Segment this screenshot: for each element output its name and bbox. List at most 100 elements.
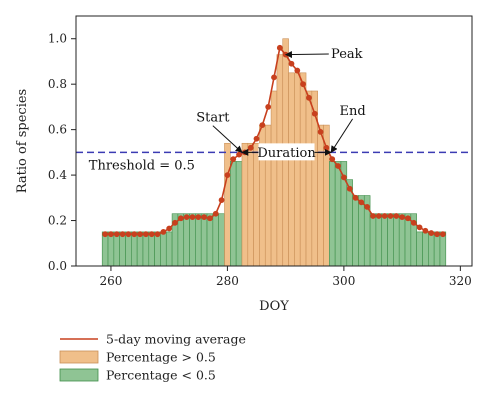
moving-average-point — [177, 215, 184, 222]
bar — [294, 72, 301, 267]
moving-average-point — [201, 214, 208, 221]
moving-average-point — [422, 227, 429, 234]
legend-label: Percentage > 0.5 — [106, 350, 216, 365]
bar — [247, 142, 254, 267]
moving-average-point — [294, 67, 301, 74]
moving-average-point — [148, 231, 155, 238]
moving-average-point — [259, 122, 266, 128]
moving-average-point — [410, 219, 417, 226]
moving-average-point — [399, 214, 406, 221]
moving-average-point — [364, 204, 371, 210]
bar — [218, 213, 225, 267]
x-tick-label: 260 — [99, 274, 122, 288]
bar — [270, 90, 278, 267]
y-tick-label: 0.4 — [48, 168, 67, 182]
moving-average-point — [253, 135, 260, 142]
moving-average-point — [329, 156, 336, 163]
bar — [235, 161, 243, 267]
bar — [381, 213, 388, 267]
bar — [369, 213, 377, 267]
y-tick-label: 0.8 — [48, 77, 67, 91]
moving-average-point — [288, 60, 295, 67]
moving-average-point — [434, 231, 440, 238]
annotation-arrow — [212, 125, 243, 153]
x-tick-label: 320 — [449, 274, 472, 288]
moving-average-point — [428, 230, 435, 236]
moving-average-point — [370, 213, 376, 219]
bar — [305, 90, 313, 267]
moving-average-point — [137, 231, 143, 238]
bar — [206, 213, 214, 267]
moving-average-point — [230, 156, 237, 163]
x-tick-label: 280 — [216, 274, 239, 288]
bar — [387, 213, 394, 267]
bar — [352, 195, 359, 267]
annotations-layer: Peak Start End Duration — [196, 47, 366, 161]
bar — [404, 213, 412, 267]
bar — [200, 213, 208, 267]
moving-average-point — [276, 44, 283, 51]
legend-label: 5-day moving average — [106, 332, 246, 347]
bar — [428, 231, 435, 267]
moving-average-point — [265, 104, 272, 110]
moving-average-point — [108, 231, 114, 238]
bar — [416, 231, 423, 267]
annotation-label-start: Start — [196, 111, 230, 126]
moving-average-point — [236, 151, 242, 158]
legend-swatch-patch — [59, 368, 99, 382]
moving-average-point — [218, 197, 225, 203]
annotation-label-peak: Peak — [331, 47, 363, 62]
bar — [329, 161, 336, 267]
moving-average-point — [125, 231, 132, 238]
moving-average-point — [131, 231, 138, 238]
plot-frame — [75, 15, 473, 267]
ticks-layer: 260 280 300 320 0.0 0.2 0.4 0.6 0.8 1.0 — [48, 32, 472, 288]
y-tick-label: 0.0 — [48, 259, 67, 273]
moving-average-point — [247, 144, 254, 151]
moving-average-point — [340, 174, 347, 181]
annotation-label-end: End — [340, 104, 366, 119]
y-tick-label: 0.2 — [48, 214, 67, 228]
bar — [398, 213, 406, 267]
legend: 5-day moving average Percentage > 0.5 Perc… — [59, 332, 246, 383]
moving-average-point — [142, 231, 149, 238]
bar — [288, 72, 295, 267]
moving-average-point — [335, 163, 341, 169]
bar — [241, 142, 249, 267]
moving-average-point — [300, 81, 307, 88]
bar — [165, 231, 173, 267]
x-axis-label: DOY — [259, 299, 289, 314]
bar — [311, 90, 318, 267]
y-axis-label: Ratio of species — [15, 89, 30, 193]
moving-average-point — [317, 129, 324, 135]
bar — [317, 124, 324, 267]
bar — [358, 195, 365, 267]
bar — [212, 213, 219, 267]
moving-average-point — [393, 213, 400, 219]
moving-average-point — [183, 214, 190, 221]
moving-average-point — [311, 110, 318, 117]
moving-average-point — [160, 229, 167, 235]
moving-average-point — [102, 231, 109, 238]
bar — [195, 213, 202, 267]
bar — [334, 161, 342, 267]
threshold-label: Threshold = 0.5 — [89, 158, 195, 173]
bar — [230, 161, 237, 267]
bar — [183, 213, 190, 267]
bar — [253, 142, 260, 267]
moving-average-point — [358, 199, 365, 206]
annotation-arrow — [330, 118, 354, 153]
moving-average-point — [381, 213, 388, 219]
moving-average-point — [172, 219, 178, 226]
annotation-arrow — [284, 51, 329, 59]
bar — [177, 213, 185, 267]
moving-average-point — [119, 231, 126, 238]
moving-average-point — [166, 225, 173, 232]
moving-average-point — [113, 231, 120, 238]
moving-average-point — [352, 194, 359, 201]
moving-average-point — [195, 214, 202, 221]
moving-average-point — [387, 213, 394, 219]
moving-average-point — [416, 224, 423, 231]
legend-swatch-patch — [59, 350, 99, 364]
